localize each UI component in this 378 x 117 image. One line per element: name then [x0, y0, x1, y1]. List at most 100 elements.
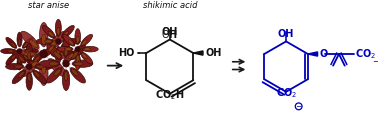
Text: −: − [296, 102, 302, 111]
Ellipse shape [76, 36, 79, 43]
Ellipse shape [51, 50, 75, 58]
Polygon shape [308, 52, 318, 56]
Ellipse shape [29, 40, 37, 48]
Ellipse shape [62, 26, 74, 38]
Ellipse shape [64, 71, 68, 81]
Text: CO$_2$: CO$_2$ [355, 47, 376, 61]
Ellipse shape [48, 59, 67, 77]
Ellipse shape [65, 48, 72, 51]
Ellipse shape [42, 34, 46, 45]
Ellipse shape [6, 54, 17, 65]
Ellipse shape [65, 40, 72, 43]
Ellipse shape [82, 40, 87, 45]
Ellipse shape [6, 37, 17, 48]
Ellipse shape [71, 69, 78, 76]
Ellipse shape [57, 46, 73, 52]
Ellipse shape [42, 45, 55, 57]
Ellipse shape [6, 63, 24, 70]
Ellipse shape [33, 70, 46, 84]
Ellipse shape [45, 40, 52, 43]
Ellipse shape [25, 50, 31, 52]
Ellipse shape [19, 71, 25, 77]
Ellipse shape [82, 46, 98, 52]
Ellipse shape [11, 55, 16, 60]
Ellipse shape [24, 52, 34, 56]
Circle shape [76, 47, 80, 51]
Ellipse shape [36, 65, 44, 68]
Ellipse shape [35, 63, 53, 70]
Ellipse shape [21, 59, 39, 77]
Ellipse shape [62, 70, 70, 90]
Ellipse shape [42, 63, 46, 74]
Ellipse shape [48, 31, 54, 37]
Ellipse shape [82, 53, 87, 58]
Text: shikimic acid: shikimic acid [143, 1, 197, 10]
Ellipse shape [18, 57, 21, 63]
Ellipse shape [21, 31, 39, 49]
Ellipse shape [23, 42, 28, 47]
Ellipse shape [75, 54, 81, 70]
Ellipse shape [54, 69, 61, 76]
Ellipse shape [68, 53, 74, 58]
Ellipse shape [54, 51, 61, 58]
Ellipse shape [12, 49, 26, 63]
Text: HO: HO [118, 48, 135, 58]
Ellipse shape [34, 56, 40, 62]
Circle shape [63, 61, 69, 67]
Ellipse shape [34, 71, 40, 77]
Ellipse shape [40, 22, 48, 47]
Ellipse shape [48, 46, 54, 51]
Ellipse shape [24, 49, 39, 54]
Ellipse shape [48, 31, 67, 49]
Ellipse shape [64, 47, 68, 56]
Ellipse shape [53, 52, 64, 56]
Circle shape [26, 64, 32, 69]
Ellipse shape [63, 46, 68, 51]
Ellipse shape [22, 54, 33, 65]
Ellipse shape [49, 62, 58, 66]
Ellipse shape [17, 55, 22, 70]
Circle shape [17, 49, 22, 53]
Text: star anise: star anise [28, 1, 69, 10]
Ellipse shape [14, 65, 22, 68]
Ellipse shape [64, 38, 81, 44]
Ellipse shape [26, 72, 33, 90]
Text: O: O [319, 49, 328, 59]
Ellipse shape [68, 40, 74, 45]
Ellipse shape [55, 46, 61, 63]
Text: −: − [373, 57, 378, 66]
Ellipse shape [18, 39, 21, 46]
Ellipse shape [12, 70, 26, 84]
Ellipse shape [8, 50, 14, 52]
Ellipse shape [63, 31, 68, 37]
Ellipse shape [28, 52, 31, 60]
Ellipse shape [22, 37, 33, 48]
Ellipse shape [55, 19, 61, 36]
Text: $\bar{\rm O}$H: $\bar{\rm O}$H [161, 27, 178, 41]
Ellipse shape [42, 26, 55, 38]
Ellipse shape [17, 32, 22, 47]
Ellipse shape [81, 34, 93, 46]
Ellipse shape [72, 60, 93, 67]
Text: CO$_2$H: CO$_2$H [155, 89, 184, 102]
Ellipse shape [23, 55, 28, 60]
Circle shape [56, 39, 61, 44]
Ellipse shape [40, 61, 48, 86]
Ellipse shape [62, 45, 74, 57]
Ellipse shape [50, 60, 58, 68]
Circle shape [40, 51, 47, 57]
Ellipse shape [50, 40, 58, 48]
Text: OH: OH [206, 48, 222, 58]
Ellipse shape [81, 52, 93, 64]
Ellipse shape [28, 73, 31, 82]
Ellipse shape [29, 60, 37, 68]
Ellipse shape [12, 50, 37, 58]
Ellipse shape [63, 52, 75, 64]
Ellipse shape [47, 44, 62, 60]
Polygon shape [193, 51, 203, 55]
Ellipse shape [84, 48, 91, 51]
Ellipse shape [71, 51, 78, 58]
Ellipse shape [57, 48, 60, 55]
Text: OH: OH [161, 27, 178, 37]
Ellipse shape [1, 49, 15, 54]
